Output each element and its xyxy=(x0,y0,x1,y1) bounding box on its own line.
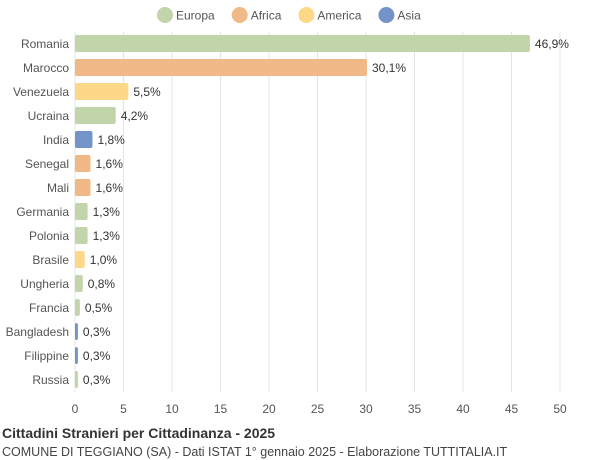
x-tick-label-10: 10 xyxy=(165,402,179,416)
category-label-venezuela: Venezuela xyxy=(13,85,69,99)
category-label-russia: Russia xyxy=(32,373,69,387)
x-tick-label-35: 35 xyxy=(408,402,422,416)
category-label-francia: Francia xyxy=(29,301,69,315)
legend-label-asia: Asia xyxy=(397,9,421,23)
category-label-ucraina: Ucraina xyxy=(28,109,70,123)
bars xyxy=(75,35,530,388)
value-label-brasile: 1,0% xyxy=(90,253,118,267)
legend: Europa Africa America Asia xyxy=(157,7,421,23)
category-label-brasile: Brasile xyxy=(32,253,69,267)
value-label-ucraina: 4,2% xyxy=(121,109,149,123)
bar-ucraina xyxy=(75,107,116,124)
bar-francia xyxy=(75,299,80,316)
value-label-mali: 1,6% xyxy=(96,181,124,195)
bar-bangladesh xyxy=(75,323,78,340)
category-label-marocco: Marocco xyxy=(23,61,69,75)
x-tick-label-15: 15 xyxy=(214,402,228,416)
category-label-senegal: Senegal xyxy=(25,157,69,171)
bar-romania xyxy=(75,35,530,52)
value-label-senegal: 1,6% xyxy=(96,157,124,171)
category-label-romania: Romania xyxy=(21,37,69,51)
category-label-india: India xyxy=(43,133,69,147)
value-label-venezuela: 5,5% xyxy=(133,85,161,99)
bar-marocco xyxy=(75,59,367,76)
legend-swatch-europa xyxy=(157,7,173,23)
legend-swatch-asia xyxy=(378,7,395,23)
legend-label-america: America xyxy=(317,9,361,23)
category-label-filippine: Filippine xyxy=(24,349,69,363)
value-label-filippine: 0,3% xyxy=(83,349,111,363)
chart-subtitle: COMUNE DI TEGGIANO (SA) - Dati ISTAT 1° … xyxy=(2,445,508,459)
legend-swatch-africa xyxy=(231,7,248,23)
bar-russia xyxy=(75,371,78,388)
bar-filippine xyxy=(75,347,78,364)
bar-chart: Europa Africa America Asia Romania Marocco Ve… xyxy=(6,7,569,416)
value-label-germania: 1,3% xyxy=(93,205,121,219)
value-label-ungheria: 0,8% xyxy=(88,277,116,291)
x-tick-label-5: 5 xyxy=(120,402,127,416)
bar-mali xyxy=(75,179,91,196)
x-tick-label-40: 40 xyxy=(456,402,470,416)
bar-polonia xyxy=(75,227,88,244)
bar-senegal xyxy=(75,155,91,172)
bar-india xyxy=(75,131,93,148)
chart-title: Cittadini Stranieri per Cittadinanza - 2… xyxy=(2,425,276,441)
category-label-polonia: Polonia xyxy=(29,229,69,243)
category-label-mali: Mali xyxy=(47,181,69,195)
x-tick-label-25: 25 xyxy=(311,402,325,416)
value-label-bangladesh: 0,3% xyxy=(83,325,111,339)
bar-ungheria xyxy=(75,275,83,292)
x-tick-label-45: 45 xyxy=(505,402,519,416)
category-label-germania: Germania xyxy=(16,205,69,219)
legend-label-europa: Europa xyxy=(176,9,215,23)
value-label-india: 1,8% xyxy=(97,133,125,147)
bar-brasile xyxy=(75,251,85,268)
legend-label-africa: Africa xyxy=(251,9,282,23)
category-label-ungheria: Ungheria xyxy=(20,277,69,291)
x-tick-label-30: 30 xyxy=(359,402,373,416)
value-label-russia: 0,3% xyxy=(83,373,111,387)
bar-venezuela xyxy=(75,83,129,100)
value-label-romania: 46,9% xyxy=(535,37,569,51)
category-labels: Romania Marocco Venezuela Ucraina India Seneg… xyxy=(6,37,70,387)
x-tick-label-50: 50 xyxy=(553,402,567,416)
legend-swatch-america xyxy=(298,7,315,23)
x-tick-label-20: 20 xyxy=(262,402,276,416)
bar-germania xyxy=(75,203,88,220)
x-tick-label-0: 0 xyxy=(72,402,79,416)
value-label-francia: 0,5% xyxy=(85,301,113,315)
value-label-polonia: 1,3% xyxy=(93,229,121,243)
value-labels: 46,9% 30,1% 5,5% 4,2% 1,8% 1,6% 1,6% 1,3% 1,3% 1,… xyxy=(83,37,569,387)
value-label-marocco: 30,1% xyxy=(372,61,406,75)
x-axis-ticks: 0 5 10 15 20 25 30 35 40 45 50 xyxy=(72,402,567,416)
category-label-bangladesh: Bangladesh xyxy=(6,325,69,339)
